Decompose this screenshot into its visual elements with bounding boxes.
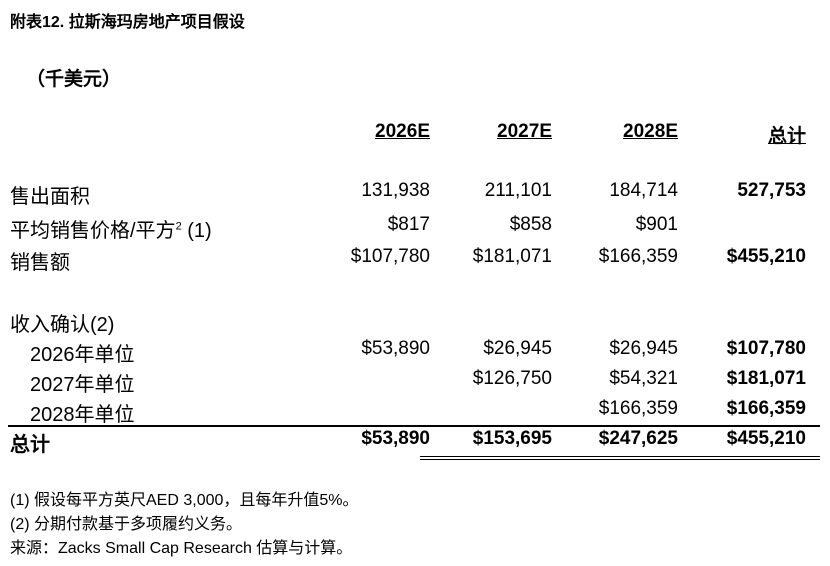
total-top-rule (8, 425, 820, 427)
superscript: 2 (175, 220, 182, 233)
cell-total: $181,071 (726, 368, 806, 389)
cell-2026: 131,938 (361, 180, 430, 201)
table-row-total: 总计 $53,890 $153,695 $247,625 $455,210 (0, 428, 830, 456)
row-label: 2027年单位 (30, 374, 135, 396)
cell-2026: $107,780 (350, 246, 430, 267)
double-underline-1 (420, 456, 820, 457)
footnote-2: (2) 分期付款基于多项履约义务。 (10, 516, 243, 533)
cell-2027: $181,071 (472, 246, 552, 267)
column-header-2027: 2027E (497, 121, 552, 142)
table-row-2026-units: 2026年单位 $53,890 $26,945 $26,945 $107,780 (0, 338, 830, 366)
cell-total: $455,210 (726, 246, 806, 267)
cell-2027: 211,101 (484, 180, 552, 201)
row-label: 收入确认(2) (10, 314, 115, 336)
cell-2026: $53,890 (361, 428, 430, 449)
table-row-2028-units: 2028年单位 $166,359 $166,359 (0, 398, 830, 426)
cell-2027: $153,695 (472, 428, 552, 449)
cell-total: $107,780 (726, 338, 806, 359)
cell-2028: $901 (635, 214, 678, 235)
cell-2027: $126,750 (472, 368, 552, 389)
column-header-total: 总计 (767, 126, 806, 147)
table-row-2027-units: 2027年单位 $126,750 $54,321 $181,071 (0, 368, 830, 396)
table-row-revenue-header: 收入确认(2) (0, 308, 830, 336)
row-label-text: 平均销售价格/平方 (10, 220, 176, 242)
cell-2028: $166,359 (598, 246, 678, 267)
column-header-2026: 2026E (375, 121, 430, 142)
table-row-price: 平均销售价格/平方2 (1) $817 $858 $901 (0, 214, 830, 242)
row-label: 售出面积 (10, 186, 90, 208)
table-title: 附表12. 拉斯海玛房地产项目假设 (10, 14, 245, 31)
double-underline-2 (420, 459, 820, 460)
cell-2028: 184,714 (609, 180, 678, 201)
row-label: 2028年单位 (30, 404, 135, 426)
cell-2028: $26,945 (609, 338, 678, 359)
cell-2027: $26,945 (483, 338, 552, 359)
cell-total: $455,210 (726, 428, 806, 449)
footnote-1: (1) 假设每平方英尺AED 3,000，且每年升值5%。 (10, 492, 359, 509)
cell-total: $166,359 (726, 398, 806, 419)
row-label: 2026年单位 (30, 344, 135, 366)
source-note: 来源：Zacks Small Cap Research 估算与计算。 (10, 540, 353, 557)
cell-2027: $858 (509, 214, 552, 235)
table-row-sales: 销售额 $107,780 $181,071 $166,359 $455,210 (0, 246, 830, 274)
cell-2028: $247,625 (598, 428, 678, 449)
cell-2028: $54,321 (609, 368, 678, 389)
cell-2028: $166,359 (598, 398, 678, 419)
table-row-area: 售出面积 131,938 211,101 184,714 527,753 (0, 180, 830, 208)
cell-2026: $817 (387, 214, 430, 235)
row-label: 平均销售价格/平方2 (1) (10, 214, 212, 243)
unit-label: （千美元） (26, 69, 122, 90)
cell-2026: $53,890 (361, 338, 430, 359)
footnote-ref: (1) (181, 220, 212, 242)
column-header-2028: 2028E (623, 121, 678, 142)
row-label: 销售额 (10, 252, 70, 274)
row-label: 总计 (10, 434, 50, 456)
cell-total: 527,753 (737, 180, 806, 201)
